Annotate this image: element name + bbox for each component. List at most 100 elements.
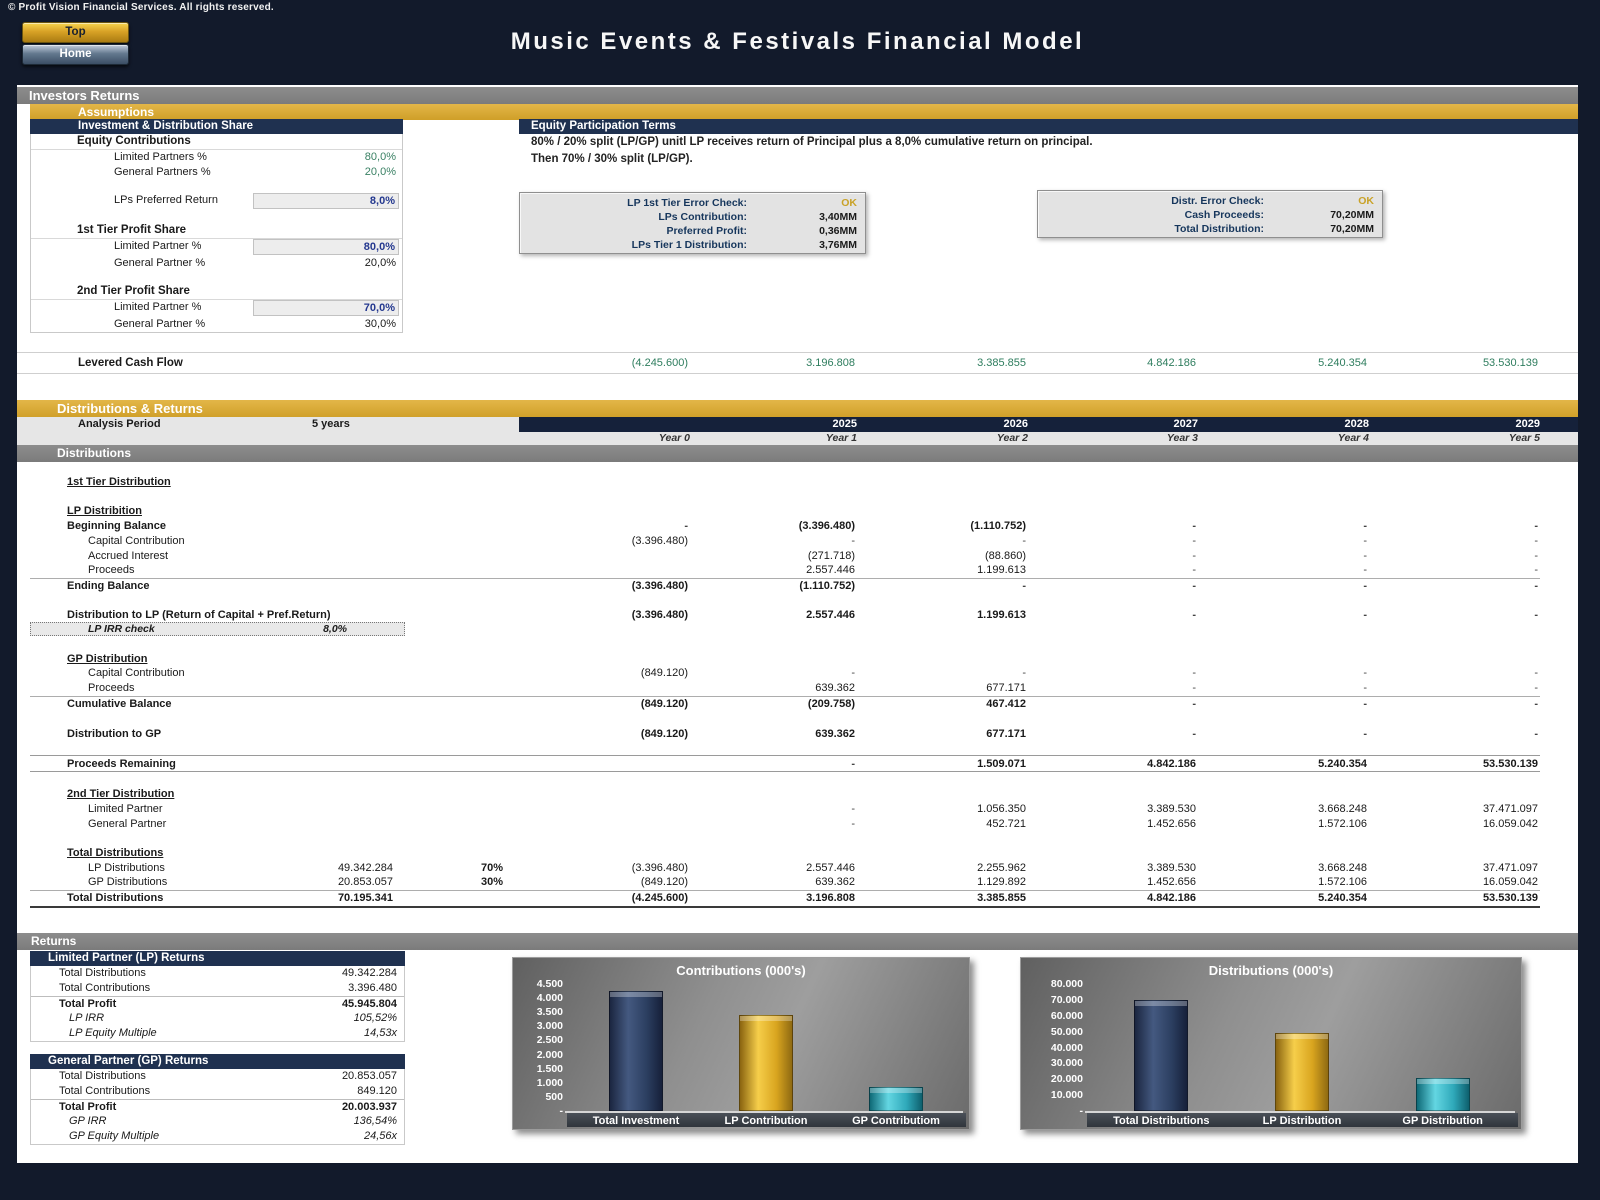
table-row-beginning-balance: Beginning Balance - (3.396.480) (1.110.752)…: [30, 519, 1540, 534]
year-3-cell: -: [1192, 682, 1196, 695]
table-row-ending-balance: Ending Balance (3.396.480) (1.110.752) - - - -: [30, 579, 1540, 594]
assumption-input-lps-preferred-return[interactable]: 8,0%: [253, 193, 399, 209]
row-label: Beginning Balance: [67, 519, 167, 532]
bar-total-investment: [609, 991, 663, 1111]
assumption-value: 20,0%: [364, 257, 396, 269]
returns-row-total-profit: Total Profit 20.003.937: [31, 1100, 404, 1115]
assumption-label: 1st Tier Profit Share: [77, 224, 187, 236]
table-row-total-distributions: Total Distributions 70.195.341 (4.245.600)…: [30, 891, 1540, 908]
assumption-row-lps-preferred-return: LPs Preferred Return 8,0%: [31, 193, 402, 210]
distribution-check-box: Distr. Error Check: OK Cash Proceeds: 70,20…: [1037, 190, 1383, 238]
returns-panel-header-general-partner-gp-returns: General Partner (GP) Returns: [30, 1054, 405, 1069]
gp-returns-panel: General Partner (GP) Returns Total Distri…: [30, 1054, 405, 1145]
year-1-cell: (271.718): [807, 549, 855, 562]
category-label-gp-distribution: GP Distribution: [1402, 1115, 1483, 1127]
year-1-cell: -: [851, 534, 855, 547]
year-3-cell: -: [1192, 534, 1196, 547]
year-4-cell: 1.572.106: [1318, 817, 1367, 830]
year-5-cell: -: [1534, 580, 1538, 593]
y-tick-500: 500: [545, 1090, 563, 1103]
returns-label: GP IRR: [69, 1115, 107, 1128]
category-label-lp-contribution: LP Contribution: [724, 1115, 808, 1127]
returns-row-gp-irr: GP IRR 136,54%: [31, 1114, 404, 1129]
year-1-cell: -: [851, 817, 855, 830]
year-2-cell: 452.721: [986, 817, 1026, 830]
distributions-table: 1st Tier Distribution LP Distribition Begi…: [30, 462, 1540, 908]
row-label: Limited Partner: [88, 803, 163, 816]
year-4-cell: -: [1363, 667, 1367, 680]
check-label: LPs Contribution:: [658, 211, 747, 223]
year-2-cell: 3.385.855: [977, 357, 1026, 369]
row-spacer: [30, 637, 1540, 651]
home-button[interactable]: Home: [22, 44, 129, 65]
year-5-cell: -: [1534, 682, 1538, 695]
returns-label: Total Profit: [59, 1100, 117, 1113]
row-label: LP Distribition: [67, 505, 142, 518]
right-border-strip: [1578, 85, 1600, 1163]
category-label-lp-distribution: LP Distribution: [1262, 1115, 1342, 1127]
row-spacer: [30, 462, 1540, 475]
returns-label: Total Contributions: [59, 1084, 151, 1097]
returns-row-total-profit: Total Profit 45.945.804: [31, 997, 404, 1012]
year-5-cell: -: [1534, 727, 1538, 740]
check-status-ok: OK: [1358, 195, 1374, 207]
returns-value: 49.342.284: [341, 967, 397, 979]
year-5-cell: -: [1534, 564, 1538, 577]
x-axis-line: [565, 1111, 963, 1113]
year-0-cell: (3.396.480): [631, 534, 688, 547]
year-labels-row: Year 0 Year 1 Year 2 Year 3 Year 4 Year 5: [17, 432, 1578, 445]
y-tick-20-000: 20.000: [1050, 1073, 1083, 1086]
check-row-lps-contribution: LPs Contribution: 3,40MM: [520, 210, 865, 224]
year-5-cell: -: [1534, 549, 1538, 562]
returns-value: 136,54%: [353, 1115, 397, 1128]
check-value: 70,20MM: [1330, 209, 1374, 221]
row-label: 1st Tier Distribution: [67, 476, 171, 489]
returns-label: LP Equity Multiple: [69, 1027, 157, 1040]
check-value: 3,40MM: [819, 211, 857, 223]
check-row-distr-error-check: Distr. Error Check: OK: [1038, 194, 1382, 208]
assumption-row-limited-partner: Limited Partner % 70,0%: [31, 300, 402, 317]
year-2-cell: 1.509.071: [977, 757, 1026, 770]
assumption-input-limited-partner[interactable]: 80,0%: [253, 239, 399, 255]
returns-label: Total Contributions: [59, 981, 151, 994]
year-3-cell: -: [1192, 697, 1196, 710]
equity-terms-line2: Then 70% / 30% split (LP/GP).: [531, 153, 693, 165]
lp-irr-check-row: LP IRR check 8,0%: [30, 622, 1540, 637]
assumption-value: 80,0%: [364, 151, 396, 163]
row-label: 2nd Tier Distribution: [67, 788, 175, 801]
year-1-cell: -: [851, 757, 855, 770]
check-value: 70,20MM: [1330, 223, 1374, 235]
check-label: Preferred Profit:: [666, 225, 747, 237]
table-row-accrued-interest: Accrued Interest (271.718) (88.860) - - -: [30, 548, 1540, 563]
check-label: Distr. Error Check:: [1171, 195, 1264, 207]
assumption-input-limited-partner[interactable]: 70,0%: [253, 300, 399, 316]
year-4-cell: -: [1363, 727, 1367, 740]
year-4-cell: -: [1363, 519, 1367, 532]
assumption-row-1st-tier-profit-share: 1st Tier Profit Share: [31, 223, 402, 239]
lp-irr-check-box: [30, 622, 405, 637]
row-spacer: [31, 271, 402, 284]
y-tick-3-500: 3.500: [536, 1006, 563, 1019]
category-label-total-distributions: Total Distributions: [1113, 1115, 1210, 1127]
returns-panel-header-limited-partner-lp-returns: Limited Partner (LP) Returns: [30, 951, 405, 966]
row-label: Proceeds Remaining: [67, 757, 176, 770]
assumption-label: 2nd Tier Profit Share: [77, 285, 190, 297]
returns-value: 14,53x: [363, 1027, 397, 1040]
year-4-cell: 5.240.354: [1318, 757, 1367, 770]
row-label: Distribution to LP (Return of Capital + …: [67, 608, 331, 621]
table-row-capital-contribution: Capital Contribution (849.120) - - - - -: [30, 666, 1540, 681]
table-row-cumulative-balance: Cumulative Balance (849.120) (209.758) 467.…: [30, 697, 1540, 712]
year-4-cell: 1.572.106: [1318, 876, 1367, 889]
analysis-period-row: Analysis Period 5 years: [17, 417, 519, 432]
lp-tier1-check-box: LP 1st Tier Error Check: OK LPs Contributi…: [519, 192, 866, 254]
bar-gp-distribution: [1415, 1078, 1470, 1111]
table-row-distribution-to-gp: Distribution to GP (849.120) 639.362 677.17…: [30, 726, 1540, 741]
returns-value: 105,52%: [353, 1012, 397, 1025]
category-axis-strip: [1087, 1113, 1518, 1127]
contributions-chart: Contributions (000's) 4.500 4.000 3.500 3.00…: [512, 957, 970, 1130]
year-2-cell: 1.056.350: [977, 803, 1026, 816]
returns-row-total-contributions: Total Contributions 849.120: [31, 1084, 404, 1100]
y-tick-50-000: 50.000: [1050, 1025, 1083, 1038]
row-label: General Partner: [88, 817, 167, 830]
top-button[interactable]: Top: [22, 22, 129, 43]
